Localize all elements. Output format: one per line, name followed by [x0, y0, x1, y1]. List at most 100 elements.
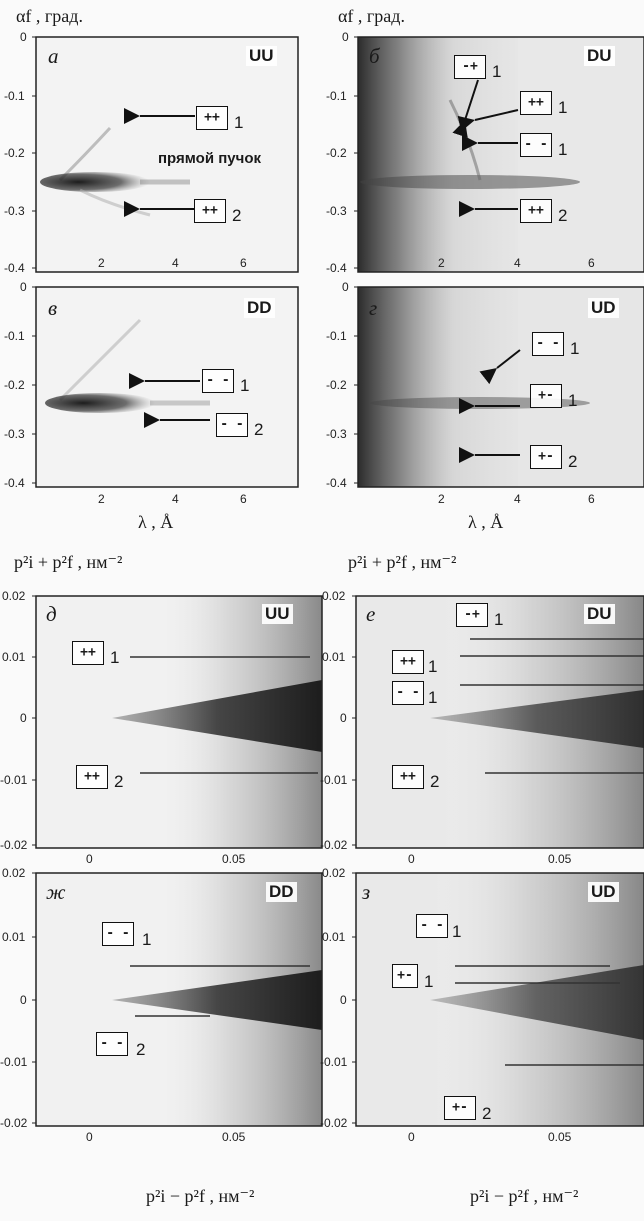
- panel-d-mode: UU: [262, 604, 293, 624]
- pp-box: ++: [194, 199, 226, 223]
- tick-label-y: -0.02: [0, 1116, 28, 1130]
- tick-label-y: -0.02: [0, 838, 28, 852]
- tick-label-y: -0.3: [326, 427, 347, 441]
- tick-label-y: -0.4: [326, 476, 347, 490]
- tick-label-y: -0.3: [326, 204, 347, 218]
- pp-box: ++: [520, 199, 552, 223]
- tick-label-y: -0.1: [326, 89, 347, 103]
- tick-label-x: 0: [86, 1130, 93, 1144]
- label-1: 1: [492, 62, 502, 81]
- tick-label-y: -0.01: [0, 1055, 28, 1069]
- tick-label-y: -0.4: [4, 261, 25, 275]
- tick-label-y: 0: [20, 711, 27, 725]
- tick-label-x: 2: [438, 256, 445, 270]
- tick-label-y: -0.4: [326, 261, 347, 275]
- tick-marks: [32, 36, 358, 1124]
- panel-z-label: з: [362, 880, 371, 904]
- label-1: 1: [142, 930, 152, 949]
- pm-box: +-: [392, 964, 418, 988]
- tick-label-x: 0.05: [548, 1130, 572, 1144]
- label-2: 2: [232, 206, 242, 225]
- tick-label-y: -0.2: [326, 146, 347, 160]
- tick-label-x: 0.05: [548, 852, 572, 866]
- mp-box: -+: [456, 603, 488, 627]
- tick-label-x: 2: [98, 492, 105, 506]
- pm-box: +-: [530, 384, 562, 408]
- pp-box: ++: [76, 765, 108, 789]
- panel-e-label: е: [366, 602, 376, 626]
- label-1: 1: [428, 688, 438, 707]
- pp-box: ++: [196, 106, 228, 130]
- mm-box: - -: [216, 413, 248, 437]
- label-2: 2: [558, 206, 568, 225]
- tick-label-x: 6: [240, 492, 247, 506]
- pm-box: +-: [530, 445, 562, 469]
- label-1: 1: [494, 610, 504, 629]
- tick-label-y: -0.01: [320, 773, 348, 787]
- pm-box: +-: [444, 1096, 476, 1120]
- panel-e-graphics: [355, 595, 644, 849]
- pp-box: ++: [392, 650, 424, 674]
- tick-label-y: -0.3: [4, 427, 25, 441]
- label-1: 1: [452, 922, 462, 941]
- tick-label-x: 2: [438, 492, 445, 506]
- tick-label-y: -0.1: [4, 329, 25, 343]
- panel-g-mode: UD: [588, 298, 619, 318]
- label-1: 1: [428, 657, 438, 676]
- label-1: 1: [234, 113, 244, 132]
- label-2: 2: [254, 420, 264, 439]
- panel-zh-mode: DD: [266, 882, 297, 902]
- label-1: 1: [558, 140, 568, 159]
- tick-label-x: 4: [514, 492, 521, 506]
- tick-label-y: 0: [20, 993, 27, 1007]
- tick-label-y: -0.2: [326, 378, 347, 392]
- panel-a-graphics: [35, 36, 299, 273]
- tick-label-y: 0.02: [2, 589, 26, 603]
- tick-label-y: 0.01: [322, 930, 346, 944]
- panel-d-graphics: [35, 595, 323, 849]
- axis-title-sum-left: p²i + p²f , нм⁻²: [14, 552, 123, 572]
- panel-b-mode: DU: [584, 46, 615, 66]
- mm-box: - -: [520, 133, 552, 157]
- tick-label-x: 6: [588, 492, 595, 506]
- panel-a-label: а: [48, 44, 59, 68]
- mm-box: - -: [392, 681, 424, 705]
- axis-title-sum-right: p²i + p²f , нм⁻²: [348, 552, 457, 572]
- label-2: 2: [568, 452, 578, 471]
- tick-label-y: 0: [342, 280, 349, 294]
- panel-v-mode: DD: [244, 298, 275, 318]
- tick-label-x: 4: [172, 492, 179, 506]
- tick-label-y: -0.1: [326, 329, 347, 343]
- tick-label-y: 0.02: [322, 589, 346, 603]
- tick-label-y: 0: [340, 993, 347, 1007]
- tick-label-y: 0.01: [2, 930, 26, 944]
- label-1: 1: [558, 98, 568, 117]
- mm-box: - -: [416, 914, 448, 938]
- tick-label-y: -0.4: [4, 476, 25, 490]
- label-1: 1: [110, 648, 120, 667]
- label-1: 1: [240, 376, 250, 395]
- tick-label-y: -0.01: [0, 773, 28, 787]
- tick-label-y: 0: [340, 711, 347, 725]
- tick-label-x: 0: [408, 1130, 415, 1144]
- mm-box: - -: [96, 1032, 128, 1056]
- tick-label-x: 6: [240, 256, 247, 270]
- label-2: 2: [114, 772, 124, 791]
- label-1: 1: [424, 972, 434, 991]
- tick-label-y: -0.3: [4, 204, 25, 218]
- label-2: 2: [482, 1104, 492, 1123]
- axis-title-lambda-left: λ , Å: [138, 512, 174, 532]
- tick-label-y: 0: [20, 280, 27, 294]
- tick-label-x: 4: [172, 256, 179, 270]
- panel-b-label: б: [369, 44, 380, 68]
- tick-label-y: -0.02: [320, 838, 348, 852]
- pp-box: ++: [392, 765, 424, 789]
- panel-g-label: г: [369, 296, 378, 320]
- tick-label-x: 0: [408, 852, 415, 866]
- tick-label-y: 0.02: [2, 866, 26, 880]
- panel-z-mode: UD: [588, 882, 619, 902]
- panel-a-mode: UU: [246, 46, 277, 66]
- axis-title-diff-left: p²i − p²f , нм⁻²: [146, 1186, 255, 1206]
